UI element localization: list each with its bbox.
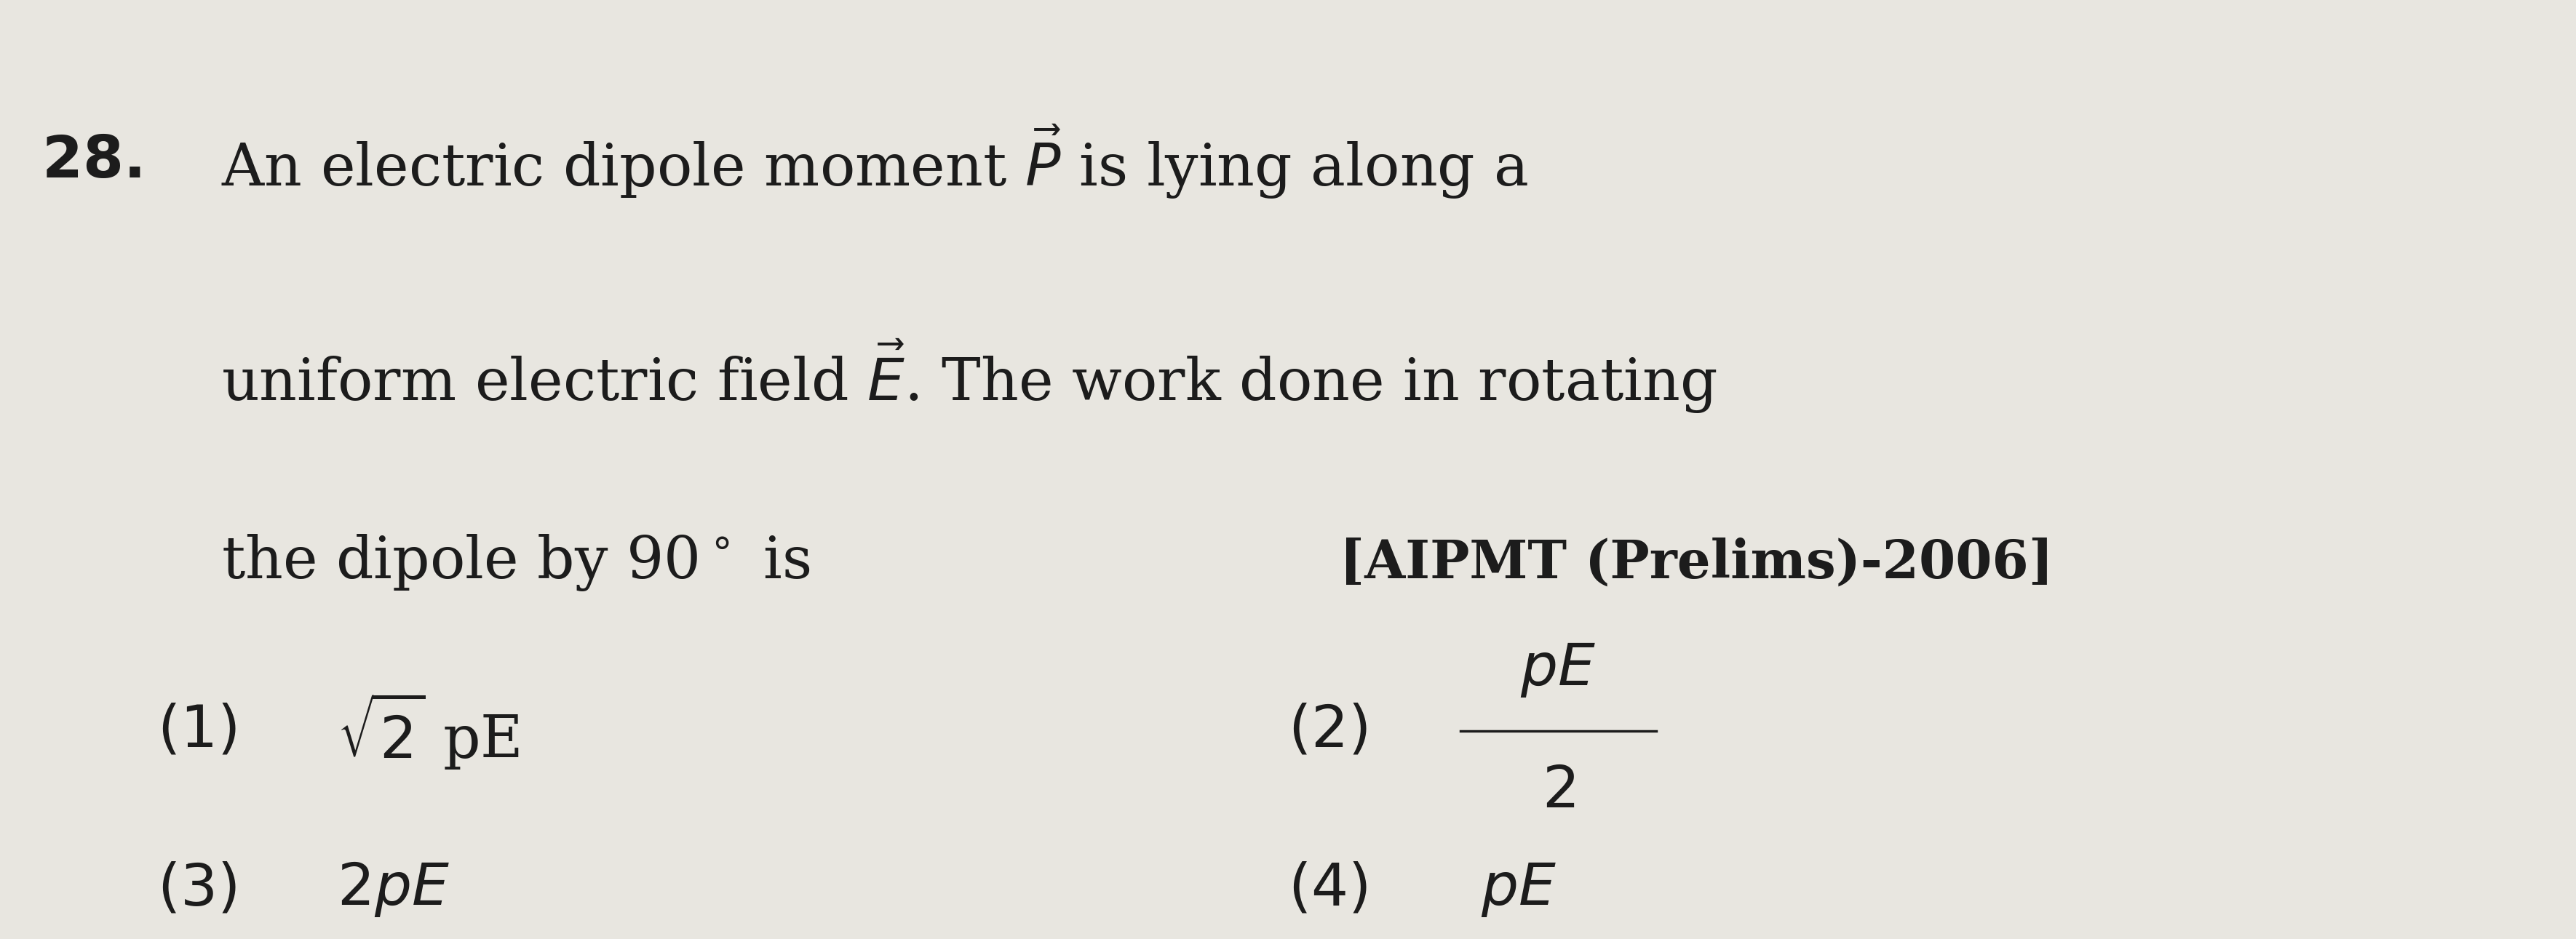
Text: $(2)$: $(2)$: [1288, 702, 1368, 759]
Text: $\sqrt{2}$ pE: $\sqrt{2}$ pE: [337, 690, 520, 772]
Text: $pE$: $pE$: [1520, 641, 1595, 700]
Text: the dipole by 90$^\circ$ is: the dipole by 90$^\circ$ is: [222, 532, 811, 593]
Text: uniform electric field $\vec{E}$. The work done in rotating: uniform electric field $\vec{E}$. The wo…: [222, 337, 1716, 415]
Text: $(4)$: $(4)$: [1288, 861, 1368, 917]
Text: An electric dipole moment $\vec{P}$ is lying along a: An electric dipole moment $\vec{P}$ is l…: [222, 123, 1528, 201]
Text: $pE$: $pE$: [1481, 860, 1556, 918]
Text: $(1)$: $(1)$: [157, 702, 237, 759]
Text: $2pE$: $2pE$: [337, 860, 451, 918]
Text: $\mathbf{28.}$: $\mathbf{28.}$: [41, 133, 142, 190]
Text: $2$: $2$: [1540, 763, 1574, 820]
Text: $(3)$: $(3)$: [157, 861, 237, 917]
Text: [AIPMT (Prelims)-2006]: [AIPMT (Prelims)-2006]: [1340, 537, 2053, 589]
